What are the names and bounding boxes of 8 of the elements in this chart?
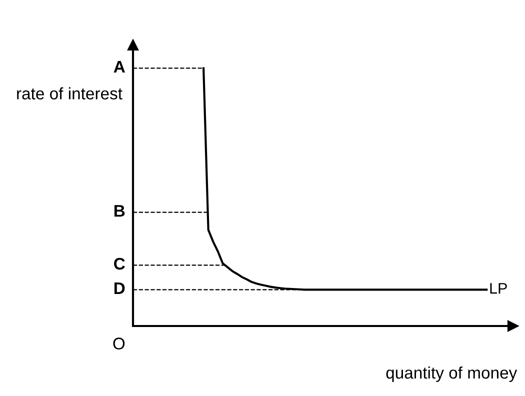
ref-line-label: B xyxy=(114,205,125,217)
ref-line-label: A xyxy=(114,61,125,73)
text: O xyxy=(113,338,125,350)
y-axis-title: rate of interest xyxy=(17,87,122,100)
x-axis-title: quantity of money xyxy=(386,366,518,382)
ref-line-label: C xyxy=(114,258,125,270)
series-label: LP xyxy=(490,283,507,294)
ref-line-label: D xyxy=(114,282,125,294)
